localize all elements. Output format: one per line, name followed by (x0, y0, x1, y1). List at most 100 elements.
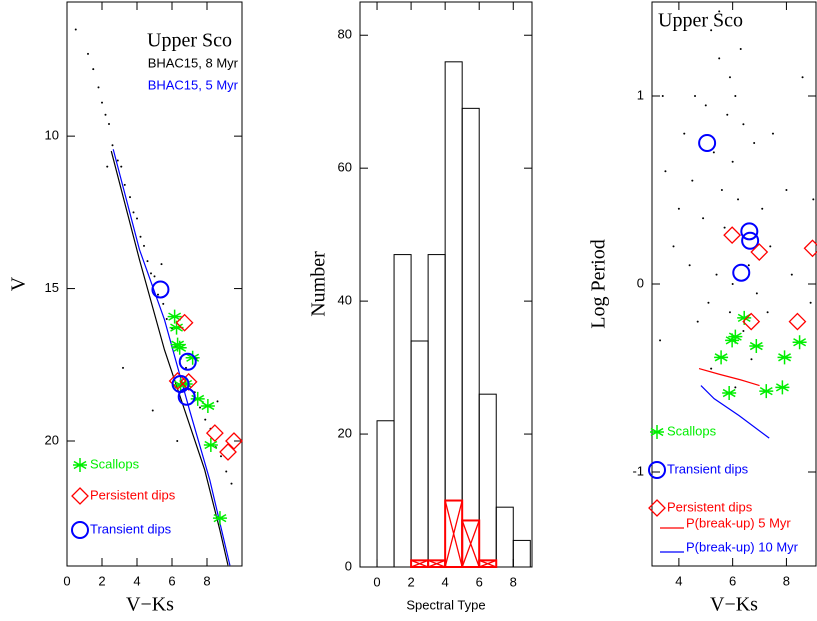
point (212, 511, 227, 526)
point (785, 189, 788, 191)
histogram-bar (478, 559, 498, 569)
point (151, 409, 154, 412)
point (720, 189, 723, 191)
x-tick-label: 4 (133, 573, 140, 588)
point (219, 443, 237, 461)
y-tick-label: 1 (637, 87, 644, 102)
point (742, 312, 761, 331)
histogram-bar (461, 107, 480, 568)
point (731, 283, 734, 285)
point (672, 245, 675, 248)
legend-label: Scallops (90, 456, 140, 471)
y-tick-label: 0 (637, 275, 644, 290)
point (728, 311, 731, 314)
point (122, 366, 124, 369)
histogram-bar (512, 539, 531, 568)
legend-marker (648, 461, 666, 479)
legend-label: Scallops (667, 423, 717, 438)
point (104, 113, 107, 116)
panel-title: Upper Sco (658, 10, 743, 32)
point (801, 76, 804, 79)
point (661, 95, 664, 97)
point (190, 391, 205, 406)
point (151, 280, 170, 299)
point (683, 132, 686, 135)
point (87, 52, 89, 55)
y-tick-label: 15 (45, 280, 59, 295)
model-line (110, 150, 229, 566)
histogram-bar (376, 420, 395, 568)
bar-hatch (427, 559, 446, 568)
point (759, 384, 774, 399)
histogram-bar (461, 519, 481, 568)
point (688, 264, 691, 267)
point (169, 320, 184, 335)
histogram-bar (410, 340, 429, 568)
point (809, 301, 812, 304)
x-tick-label: 4 (442, 574, 449, 589)
point (74, 28, 77, 31)
point (116, 159, 119, 162)
point (766, 311, 769, 314)
y-tick-label: 10 (45, 128, 59, 143)
x-tick-label: 2 (407, 574, 414, 589)
histogram-bar (478, 393, 497, 568)
point (749, 339, 764, 354)
y-tick-label: -1 (632, 463, 644, 478)
point (698, 134, 717, 152)
point (710, 367, 713, 370)
x-tick-label: 2 (98, 573, 105, 588)
legend-label: Persistent dips (667, 499, 753, 514)
model-line (700, 385, 770, 439)
point (722, 386, 737, 401)
x-tick-label: 4 (675, 573, 682, 588)
x-tick-label: 6 (729, 573, 736, 588)
point (723, 226, 742, 245)
y-axis-label: Number (308, 251, 330, 317)
point (129, 196, 131, 199)
point (677, 207, 680, 210)
point (170, 337, 185, 352)
point (123, 183, 126, 186)
point (704, 104, 707, 107)
point (139, 235, 142, 238)
model-line (698, 368, 760, 387)
y-tick-label: 60 (338, 160, 352, 175)
point (664, 170, 667, 173)
point (731, 160, 734, 163)
point (136, 217, 138, 220)
x-tick-label: 8 (783, 573, 790, 588)
point (803, 239, 817, 258)
point (230, 482, 233, 485)
point (718, 57, 721, 60)
point (216, 400, 219, 403)
point (739, 48, 742, 50)
point (167, 309, 182, 324)
point (740, 222, 759, 241)
point (178, 376, 193, 391)
legend-marker (71, 487, 89, 505)
point (741, 231, 760, 250)
point (728, 76, 731, 79)
x-axis-label: V−Ks (126, 594, 174, 616)
legend-label: BHAC15, 5 Myr (148, 77, 239, 92)
point (153, 275, 156, 278)
legend-label: P(break-up) 10 Myr (686, 539, 799, 554)
y-axis-label: Log Period (588, 239, 610, 328)
point (220, 455, 222, 458)
point (788, 312, 807, 331)
x-axis-label: V−Ks (710, 594, 758, 616)
point (702, 217, 705, 220)
point (728, 329, 743, 344)
x-tick-label: 6 (476, 574, 483, 589)
legend-marker (73, 458, 87, 472)
x-tick-label: 8 (203, 573, 210, 588)
point (742, 123, 745, 126)
point (175, 313, 194, 332)
point (694, 95, 697, 97)
bar-hatch (478, 559, 497, 568)
point (750, 243, 769, 261)
plot-frame (66, 1, 243, 567)
point (761, 207, 764, 210)
